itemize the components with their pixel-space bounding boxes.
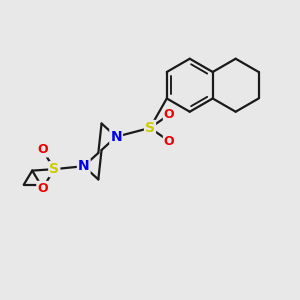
Text: O: O [164,135,175,148]
Text: S: S [145,121,155,135]
Text: N: N [110,130,122,144]
Text: O: O [164,108,175,121]
Text: O: O [37,182,48,195]
Text: S: S [49,162,59,176]
Text: N: N [78,159,90,173]
Text: O: O [37,143,48,157]
